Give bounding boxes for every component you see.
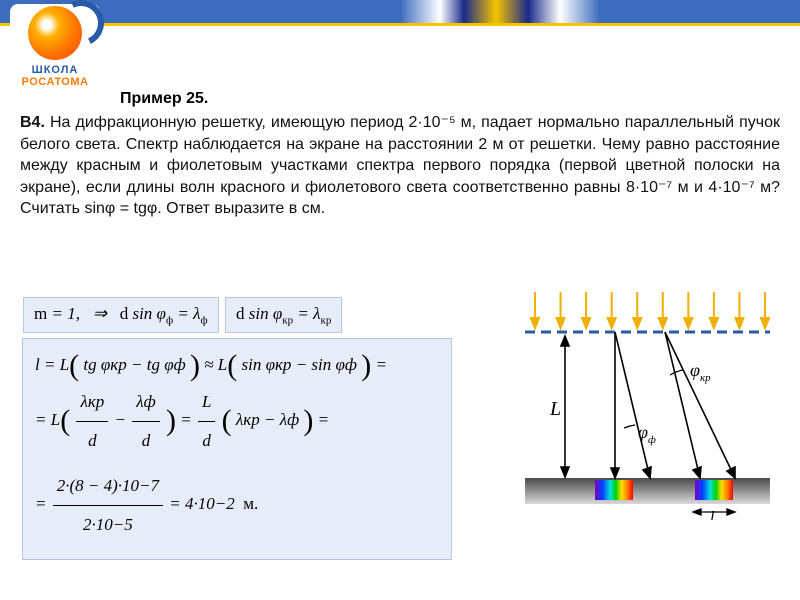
logo-rosatom: ШКОЛА РОСАТОМА bbox=[10, 4, 100, 104]
problem-label: В4. bbox=[20, 114, 45, 131]
logo-orb-icon bbox=[28, 6, 82, 60]
header-bar bbox=[0, 0, 800, 26]
solution-area: m = 1, ⇒ d sin φф = λф d sin φкр = λкр l… bbox=[22, 295, 502, 560]
problem-text: В4. На дифракционную решетку, имеющую пе… bbox=[20, 112, 780, 220]
deriv-line-1: l = L( tg φкр − tg φф ) ≈ L( sin φкр − s… bbox=[35, 355, 439, 375]
formula-order: m = 1, ⇒ d sin φф = λф bbox=[23, 297, 219, 333]
derivation-box: l = L( tg φкр − tg φф ) ≈ L( sin φкр − s… bbox=[22, 338, 452, 560]
label-l: l bbox=[710, 509, 715, 520]
example-title: Пример 25. bbox=[120, 90, 780, 108]
deriv-line-2: = L( λкрd − λфd ) = Ld ( λкр − λф ) = bbox=[35, 383, 439, 459]
logo-text-2: РОСАТОМА bbox=[10, 76, 100, 88]
label-phi-red: φкр bbox=[690, 360, 711, 384]
problem-body: На дифракционную решетку, имеющую период… bbox=[20, 114, 780, 217]
formula-red: d sin φкр = λкр bbox=[225, 297, 342, 333]
logo-text-1: ШКОЛА bbox=[10, 64, 100, 76]
label-L: L bbox=[549, 398, 561, 420]
deriv-line-3: = 2·(8 − 4)·10−7 2·10−5 = 4·10−2 м. bbox=[35, 467, 439, 543]
diagram-svg: L φкр φф l bbox=[520, 290, 775, 520]
diffraction-diagram: L φкр φф l bbox=[520, 290, 775, 520]
